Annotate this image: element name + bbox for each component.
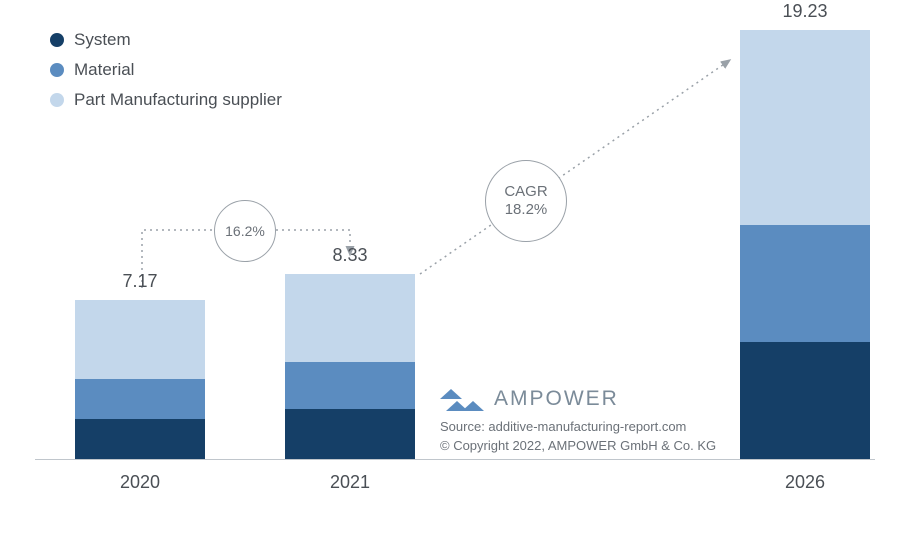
- brand-row: AMPOWER: [440, 384, 716, 414]
- x-axis-label: 2020: [75, 472, 205, 493]
- bar-segment: [75, 419, 205, 460]
- brand-source-line: Source: additive-manufacturing-report.co…: [440, 418, 716, 437]
- growth-badge-cagr: CAGR 18.2%: [485, 160, 567, 242]
- bar-segment: [740, 225, 870, 341]
- brand-block: AMPOWER Source: additive-manufacturing-r…: [440, 384, 716, 456]
- bar-segment: [75, 300, 205, 379]
- ampower-logo-icon: [440, 387, 484, 411]
- plot-area: 7.17 8.33 19.23 16.2% CAGR 18.2% AMPOWER: [30, 30, 880, 460]
- bar-total-label: 7.17: [75, 271, 205, 292]
- bar-segment: [740, 342, 870, 461]
- x-axis-label: 2026: [740, 472, 870, 493]
- growth-badge-cagr-line1: CAGR: [504, 183, 547, 201]
- growth-badge-1: 16.2%: [214, 200, 276, 262]
- stacked-bar-chart: System Material Part Manufacturing suppl…: [30, 30, 880, 516]
- x-axis-baseline: [35, 459, 875, 460]
- bar-segment: [75, 379, 205, 419]
- brand-name: AMPOWER: [494, 384, 619, 414]
- brand-copyright-line: © Copyright 2022, AMPOWER GmbH & Co. KG: [440, 437, 716, 456]
- bar-segment: [285, 409, 415, 460]
- bar-2020: 7.17: [75, 300, 205, 460]
- x-axis-label: 2021: [285, 472, 415, 493]
- growth-badge-1-text: 16.2%: [225, 223, 265, 240]
- bar-segment: [740, 30, 870, 225]
- bar-total-label: 8.33: [285, 245, 415, 266]
- growth-badge-cagr-line2: 18.2%: [505, 201, 548, 219]
- bar-2021: 8.33: [285, 274, 415, 460]
- bar-segment: [285, 362, 415, 409]
- bar-segment: [285, 274, 415, 362]
- bar-2026: 19.23: [740, 30, 870, 460]
- bar-total-label: 19.23: [740, 1, 870, 22]
